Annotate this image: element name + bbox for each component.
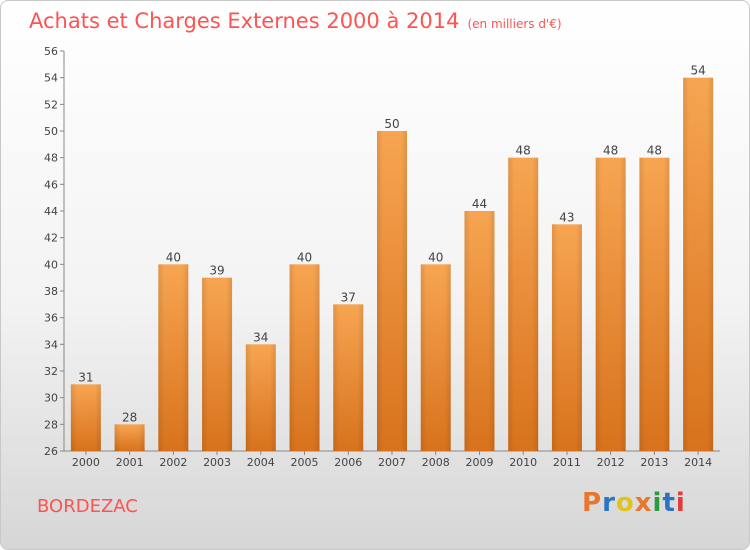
logo-letter: P	[582, 488, 603, 518]
proxiti-logo: Proxiti	[582, 488, 686, 518]
axes: 26 28 30 32 34 36 38 40 42 44 46 48 50 52 54 56 2000 2001…	[44, 45, 720, 469]
x-tick-label: 2011	[553, 456, 581, 469]
x-tick-label: 2006	[334, 456, 362, 469]
data-labels: 31 28 40 39 34 40 37 50 40 44 48 43 48 48 54	[78, 64, 706, 425]
bar-shade	[377, 131, 407, 451]
bar	[70, 384, 101, 451]
bar-shade	[202, 277, 233, 451]
x-tick-label: 2007	[378, 456, 406, 469]
data-label: 48	[516, 144, 531, 158]
y-tick-label: 26	[44, 445, 58, 458]
chart-title: Achats et Charges Externes 2000 à 2014 (e…	[29, 9, 562, 33]
y-tick-label: 36	[44, 312, 58, 325]
bar	[420, 264, 451, 451]
data-label: 31	[78, 370, 93, 384]
bar	[508, 157, 539, 451]
data-label: 40	[428, 250, 443, 264]
bar-shade	[114, 424, 145, 451]
bar	[639, 157, 670, 451]
x-tick-label: 2009	[465, 456, 493, 469]
y-tick-label: 48	[44, 152, 58, 165]
bar	[683, 77, 714, 452]
bar	[333, 304, 364, 451]
logo-letter: t	[662, 488, 676, 518]
data-label: 48	[647, 144, 662, 158]
bar	[377, 131, 407, 451]
y-tick-label: 44	[44, 205, 58, 218]
bar-shade	[158, 264, 189, 451]
bar	[158, 264, 189, 451]
bar	[202, 277, 233, 451]
y-tick-label: 56	[44, 45, 58, 58]
data-label: 28	[122, 410, 137, 424]
bar-shade	[245, 344, 276, 451]
data-label: 43	[559, 210, 574, 224]
chart-title-text: Achats et Charges Externes 2000 à 2014	[29, 9, 460, 33]
chart-subtitle: (en milliers d'€)	[467, 17, 562, 31]
bar-shade	[420, 264, 451, 451]
y-tick-label: 54	[44, 72, 58, 85]
y-tick-label: 40	[44, 258, 58, 271]
logo-letter: o	[615, 488, 635, 518]
x-tick-label: 2000	[72, 456, 100, 469]
logo-letter: x	[634, 488, 653, 518]
data-label: 37	[341, 290, 356, 304]
bar-shade	[683, 77, 714, 452]
data-label: 50	[384, 117, 399, 131]
y-tick-label: 28	[44, 418, 58, 431]
x-tick-label: 2002	[159, 456, 187, 469]
y-tick-label: 32	[44, 365, 58, 378]
y-tick-label: 50	[44, 125, 58, 138]
logo-letter: r	[602, 488, 616, 518]
bar	[245, 344, 276, 451]
data-label: 40	[166, 250, 181, 264]
bar-shade	[289, 264, 320, 451]
x-tick-label: 2005	[291, 456, 319, 469]
logo-letter: i	[675, 488, 686, 518]
bar-shade	[551, 224, 582, 451]
bars	[70, 77, 714, 452]
data-label: 44	[472, 197, 487, 211]
x-tick-label: 2013	[640, 456, 668, 469]
city-name: BORDEZAC	[37, 496, 138, 517]
y-tick-label: 38	[44, 285, 58, 298]
bar	[464, 211, 495, 451]
bar-shade	[508, 157, 539, 451]
data-label: 34	[253, 330, 268, 344]
x-tick-label: 2014	[684, 456, 712, 469]
x-tick-label: 2008	[422, 456, 450, 469]
logo-letter: i	[652, 488, 663, 518]
data-label: 39	[209, 264, 224, 278]
bar	[595, 157, 626, 451]
bar-shade	[595, 157, 626, 451]
bar-shade	[639, 157, 670, 451]
bar	[114, 424, 145, 451]
y-tick-label: 30	[44, 392, 58, 405]
y-tick-label: 52	[44, 98, 58, 111]
bar-shade	[70, 384, 101, 451]
data-label: 48	[603, 144, 618, 158]
bar	[551, 224, 582, 451]
y-tick-label: 34	[44, 338, 58, 351]
data-label: 54	[690, 64, 705, 78]
y-tick-label: 42	[44, 232, 58, 245]
data-label: 40	[297, 250, 312, 264]
bar-shade	[333, 304, 364, 451]
x-tick-label: 2012	[597, 456, 625, 469]
y-tick-label: 46	[44, 178, 58, 191]
x-tick-label: 2003	[203, 456, 231, 469]
bar	[289, 264, 320, 451]
x-tick-label: 2004	[247, 456, 275, 469]
x-tick-label: 2010	[509, 456, 537, 469]
bar-shade	[464, 211, 495, 451]
x-tick-label: 2001	[116, 456, 144, 469]
